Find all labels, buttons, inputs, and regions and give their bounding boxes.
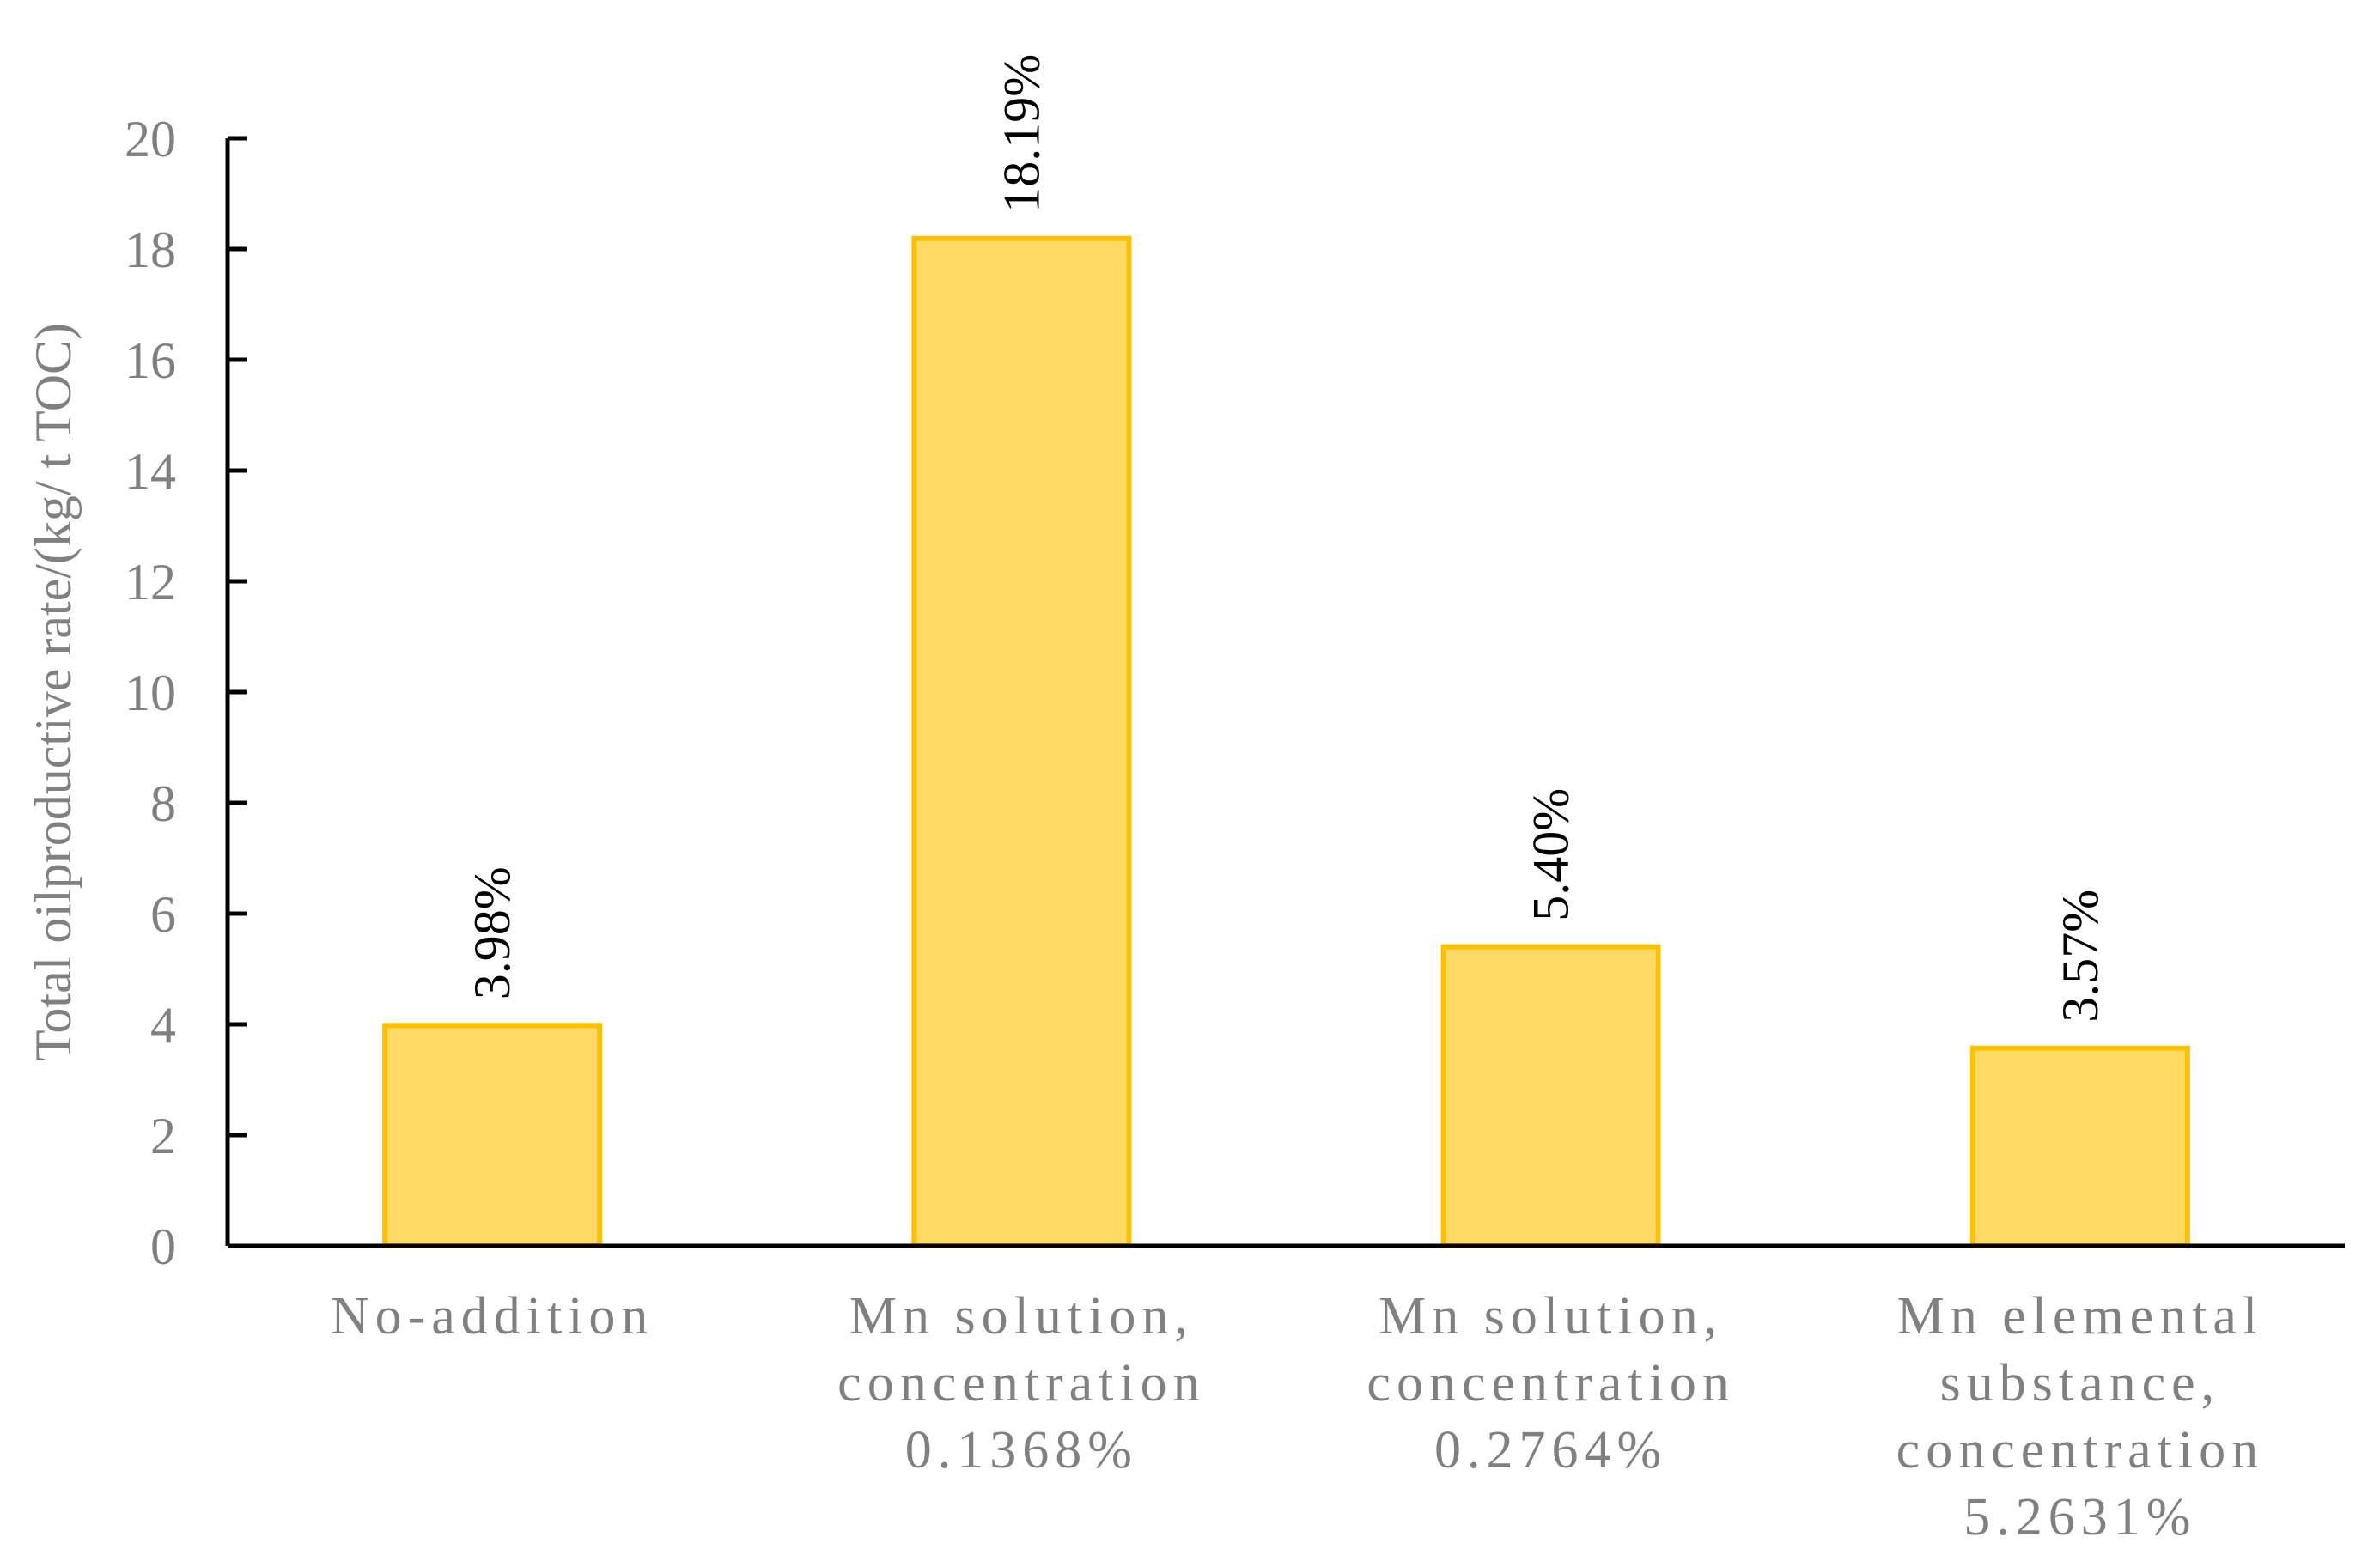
- y-tick-label: 0: [150, 1218, 176, 1275]
- y-axis-title: Total oilproductive rate/(kg/ t TOC): [25, 323, 82, 1061]
- y-tick-label: 20: [125, 111, 176, 167]
- y-tick-label: 2: [150, 1108, 176, 1164]
- y-tick-label: 12: [125, 554, 176, 610]
- axes-group: [225, 138, 2345, 1248]
- bar-data-label: 18.19%: [993, 54, 1050, 213]
- category-label-line: 5.2631%: [1963, 1488, 2196, 1546]
- y-tick-label: 4: [150, 997, 176, 1054]
- y-tick-label: 8: [150, 775, 176, 832]
- bar: [1969, 1045, 2190, 1248]
- category-labels-group: No-addition Mn solution, concentration 0.13…: [331, 1287, 2264, 1546]
- bar: [1440, 944, 1661, 1248]
- y-tick-label: 6: [150, 886, 176, 943]
- bar: [911, 235, 1132, 1248]
- category-label-line: Mn solution,: [1379, 1287, 1723, 1346]
- category-label: Mn solution, concentration 0.1368%: [837, 1287, 1205, 1479]
- y-tick-label: 10: [125, 665, 176, 721]
- category-label-line: concentration: [1896, 1421, 2264, 1479]
- category-label-line: Mn elemental: [1897, 1287, 2264, 1346]
- category-label-line: concentration: [837, 1354, 1205, 1412]
- category-label-line: No-addition: [331, 1287, 654, 1346]
- y-tick-label: 18: [125, 222, 176, 278]
- y-axis-title-group: Total oilproductive rate/(kg/ t TOC): [25, 323, 82, 1061]
- bar: [382, 1023, 603, 1249]
- bar-data-label: 3.57%: [2052, 890, 2109, 1023]
- category-label-line: Mn solution,: [849, 1287, 1194, 1346]
- bar-data-label: 5.40%: [1523, 788, 1580, 921]
- bar-data-label: 3.98%: [464, 866, 520, 999]
- category-label: Mn solution, concentration 0.2764%: [1367, 1287, 1734, 1479]
- bars-group: [382, 235, 2190, 1249]
- y-tick-label: 16: [125, 332, 176, 389]
- category-label-line: 0.2764%: [1434, 1421, 1667, 1479]
- category-label-line: substance,: [1940, 1354, 2221, 1412]
- category-label-line: concentration: [1367, 1354, 1734, 1412]
- y-axis-ticks: 0 2 4 6 8 10 12 14 16 18 20: [125, 111, 247, 1275]
- y-tick-label: 14: [125, 443, 176, 500]
- category-label-line: 0.1368%: [905, 1421, 1138, 1479]
- category-label: Mn elemental substance, concentration 5.263…: [1896, 1287, 2264, 1546]
- data-labels-group: 3.98% 18.19% 5.40% 3.57%: [464, 54, 2109, 1023]
- category-label: No-addition: [331, 1287, 654, 1346]
